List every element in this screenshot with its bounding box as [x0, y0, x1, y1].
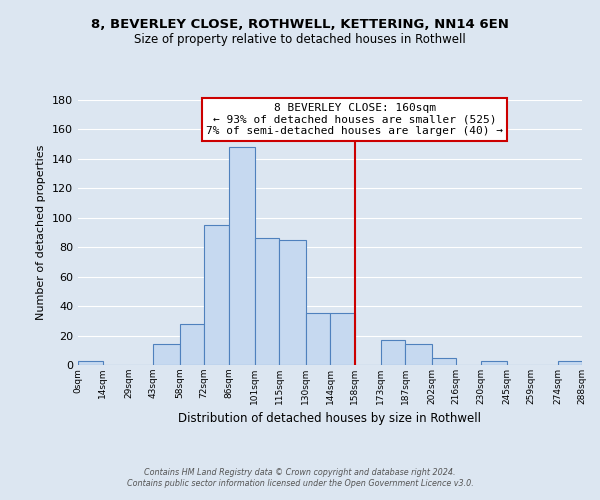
Y-axis label: Number of detached properties: Number of detached properties — [37, 145, 46, 320]
Text: 8 BEVERLEY CLOSE: 160sqm
← 93% of detached houses are smaller (525)
7% of semi-d: 8 BEVERLEY CLOSE: 160sqm ← 93% of detach… — [206, 103, 503, 136]
Bar — [204, 225, 229, 365]
Bar — [229, 147, 255, 365]
Bar — [405, 344, 431, 365]
Bar — [78, 360, 103, 365]
Bar — [330, 314, 355, 365]
Bar — [305, 314, 330, 365]
Bar — [255, 238, 279, 365]
Bar — [557, 360, 582, 365]
Bar — [179, 324, 204, 365]
Text: Contains HM Land Registry data © Crown copyright and database right 2024.
Contai: Contains HM Land Registry data © Crown c… — [127, 468, 473, 487]
Text: Size of property relative to detached houses in Rothwell: Size of property relative to detached ho… — [134, 32, 466, 46]
Bar — [153, 344, 179, 365]
Bar — [381, 340, 405, 365]
Text: 8, BEVERLEY CLOSE, ROTHWELL, KETTERING, NN14 6EN: 8, BEVERLEY CLOSE, ROTHWELL, KETTERING, … — [91, 18, 509, 30]
X-axis label: Distribution of detached houses by size in Rothwell: Distribution of detached houses by size … — [179, 412, 482, 426]
Bar — [431, 358, 456, 365]
Bar — [279, 240, 305, 365]
Bar — [481, 360, 507, 365]
